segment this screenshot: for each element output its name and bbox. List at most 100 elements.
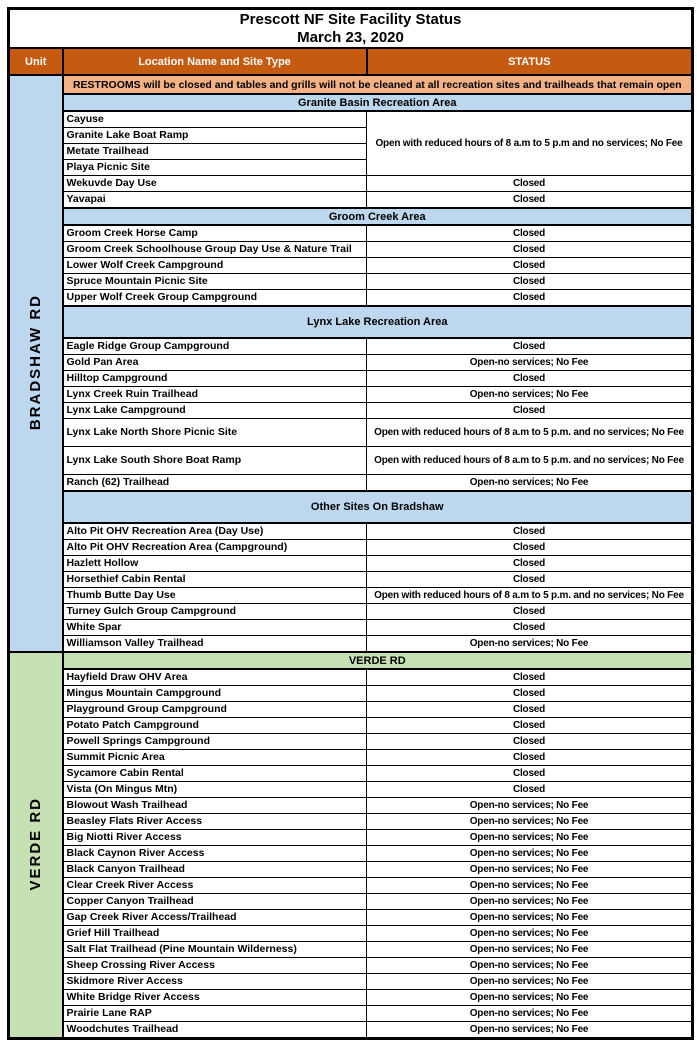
- table-row-black-caynon-river-access: Black Caynon River Access Open-no service…: [9, 845, 694, 862]
- table-row-sheep-crossing-river-access: Sheep Crossing River Access Open-no servi…: [9, 957, 694, 974]
- status-cell: Closed: [365, 733, 694, 750]
- site-name-cell: Blowout Wash Trailhead: [62, 797, 367, 814]
- facility-status-sheet: Prescott NF Site Facility Status March 2…: [7, 7, 695, 1040]
- status-cell: Open-no services; No Fee: [365, 354, 694, 371]
- site-name-cell: Black Caynon River Access: [62, 845, 367, 862]
- table-row-ranch-62-trailhead: Ranch (62) Trailhead Open-no services; No…: [9, 474, 694, 492]
- table-row-turney-gulch-group-campground: Turney Gulch Group Campground Closed: [9, 603, 694, 620]
- unit-cell-verde-rd: VERDE RD: [7, 651, 64, 1040]
- table-row-thumb-butte-day-use: Thumb Butte Day Use Open with reduced hou…: [9, 587, 694, 604]
- status-cell: Open-no services; No Fee: [365, 925, 694, 942]
- status-cell: Open-no services; No Fee: [365, 829, 694, 846]
- table-row-sycamore-cabin-rental: Sycamore Cabin Rental Closed: [9, 765, 694, 782]
- status-cell: Open-no services; No Fee: [365, 797, 694, 814]
- status-cell: Open-no services; No Fee: [365, 845, 694, 862]
- site-name-cell: Black Canyon Trailhead: [62, 861, 367, 878]
- table-row-wekuvde-day-use: Wekuvde Day Use Closed: [9, 175, 694, 192]
- restrooms-notice-cell: RESTROOMS will be closed and tables and …: [61, 74, 694, 95]
- status-cell: Closed: [365, 370, 694, 387]
- status-cell: Open-no services; No Fee: [365, 635, 694, 653]
- table-row-prairie-lane-rap: Prairie Lane RAP Open-no services; No Fee: [9, 1005, 694, 1022]
- site-name-cell: Hayfield Draw OHV Area: [62, 668, 367, 686]
- site-name-cell: Big Niotti River Access: [62, 829, 367, 846]
- section-header-verde-rd: VERDE RD: [61, 651, 694, 670]
- table-row-potato-patch-campground: Potato Patch Campground Closed: [9, 717, 694, 734]
- status-cell: Closed: [365, 402, 694, 419]
- status-cell: Open-no services; No Fee: [365, 1021, 694, 1039]
- section-header-other-sites-on-bradshaw: Other Sites On Bradshaw: [61, 490, 694, 524]
- site-name-cell: Yavapai: [62, 191, 367, 209]
- table-row: Other Sites On Bradshaw: [9, 490, 694, 524]
- table-row-playground-group-campground: Playground Group Campground Closed: [9, 701, 694, 718]
- site-name-cell: Williamson Valley Trailhead: [62, 635, 367, 653]
- section-header-granite-basin-recreation-area: Granite Basin Recreation Area: [61, 93, 694, 112]
- site-name-cell: Lynx Lake Campground: [62, 402, 367, 419]
- status-cell: Open with reduced hours of 8 a.m to 5 p.…: [365, 446, 694, 475]
- unit-label: BRADSHAW RD: [27, 293, 45, 431]
- table-row-upper-wolf-creek-group-campground: Upper Wolf Creek Group Campground Closed: [9, 289, 694, 307]
- table-row-summit-picnic-area: Summit Picnic Area Closed: [9, 749, 694, 766]
- status-cell: Closed: [365, 668, 694, 686]
- site-name-cell: Mingus Mountain Campground: [62, 685, 367, 702]
- table-body: BRADSHAW RD RESTROOMS will be closed and …: [7, 74, 694, 1040]
- table-row-groom-creek-horse-camp: Groom Creek Horse Camp Closed: [9, 224, 694, 242]
- status-cell: Closed: [365, 781, 694, 798]
- status-cell: Open-no services; No Fee: [365, 1005, 694, 1022]
- table-row-lower-wolf-creek-campground: Lower Wolf Creek Campground Closed: [9, 257, 694, 274]
- column-header-status: STATUS: [365, 47, 694, 76]
- status-cell: Open with reduced hours of 8 a.m to 5 p.…: [365, 110, 694, 176]
- table-row-spruce-mountain-picnic-site: Spruce Mountain Picnic Site Closed: [9, 273, 694, 290]
- table-row: BRADSHAW RD RESTROOMS will be closed and …: [7, 74, 694, 653]
- table-row-cayuse: Cayuse Open with reduced hours of 8 a.m t…: [9, 110, 694, 176]
- site-name-cell: Upper Wolf Creek Group Campground: [62, 289, 367, 307]
- unit-label: VERDE RD: [27, 796, 45, 891]
- status-cell: Closed: [365, 701, 694, 718]
- title-line-2: March 23, 2020: [297, 28, 404, 46]
- site-name-cell: Sycamore Cabin Rental: [62, 765, 367, 782]
- status-cell: Closed: [365, 749, 694, 766]
- site-name-cell: Lynx Lake South Shore Boat Ramp: [62, 446, 367, 475]
- table-row-horsethief-cabin-rental: Horsethief Cabin Rental Closed: [9, 571, 694, 588]
- site-name-cell: Alto Pit OHV Recreation Area (Campground…: [62, 539, 367, 556]
- table-row-groom-creek-schoolhouse-group-day-use-nature-trail: Groom Creek Schoolhouse Group Day Use & …: [9, 241, 694, 258]
- title-row: Prescott NF Site Facility Status March 2…: [7, 8, 694, 49]
- unit-cell-bradshaw-rd: BRADSHAW RD: [7, 74, 64, 653]
- site-name-cell: Grief Hill Trailhead: [62, 925, 367, 942]
- table-row: Groom Creek Area: [9, 207, 694, 226]
- table-row-gap-creek-river-access-trailhead: Gap Creek River Access/Trailhead Open-no …: [9, 909, 694, 926]
- title-line-1: Prescott NF Site Facility Status: [239, 10, 462, 28]
- status-cell: Open-no services; No Fee: [365, 973, 694, 990]
- table-row-lynx-lake-south-shore-boat-ramp: Lynx Lake South Shore Boat Ramp Open with…: [9, 446, 694, 475]
- table-row-yavapai: Yavapai Closed: [9, 191, 694, 209]
- site-name-cell: Clear Creek River Access: [62, 877, 367, 894]
- status-cell: Closed: [365, 539, 694, 556]
- table-row-gold-pan-area: Gold Pan Area Open-no services; No Fee: [9, 354, 694, 371]
- site-name-cell: Lynx Creek Ruin Trailhead: [62, 386, 367, 403]
- site-name-cell: Vista (On Mingus Mtn): [62, 781, 367, 798]
- table-row-hayfield-draw-ohv-area: Hayfield Draw OHV Area Closed: [9, 668, 694, 686]
- status-cell: Closed: [365, 571, 694, 588]
- status-cell: Closed: [365, 337, 694, 355]
- status-cell: Closed: [365, 224, 694, 242]
- site-name-cell: Skidmore River Access: [62, 973, 367, 990]
- table-row-white-spar: White Spar Closed: [9, 619, 694, 636]
- column-header-unit: Unit: [7, 47, 64, 76]
- facility-status-table: Prescott NF Site Facility Status March 2…: [7, 7, 695, 1040]
- status-cell: Closed: [365, 717, 694, 734]
- status-cell: Open-no services; No Fee: [365, 893, 694, 910]
- table-row-copper-canyon-trailhead: Copper Canyon Trailhead Open-no services;…: [9, 893, 694, 910]
- table-title: Prescott NF Site Facility Status March 2…: [7, 8, 694, 49]
- table-row: Lynx Lake Recreation Area: [9, 305, 694, 339]
- status-cell: Open-no services; No Fee: [365, 877, 694, 894]
- table-row-clear-creek-river-access: Clear Creek River Access Open-no services…: [9, 877, 694, 894]
- site-name-cell: Groom Creek Schoolhouse Group Day Use & …: [62, 241, 367, 258]
- status-cell: Open-no services; No Fee: [365, 909, 694, 926]
- status-cell: Closed: [365, 685, 694, 702]
- table-row-salt-flat-trailhead-pine-mountain-wilderness: Salt Flat Trailhead (Pine Mountain Wilde…: [9, 941, 694, 958]
- table-row-williamson-valley-trailhead: Williamson Valley Trailhead Open-no servi…: [9, 635, 694, 653]
- table-row-woodchutes-trailhead: Woodchutes Trailhead Open-no services; No…: [9, 1021, 694, 1039]
- status-cell: Open-no services; No Fee: [365, 941, 694, 958]
- site-name-cell: Gold Pan Area: [62, 354, 367, 371]
- site-name-cell: Playa Picnic Site: [62, 159, 367, 176]
- site-name-cell: Sheep Crossing River Access: [62, 957, 367, 974]
